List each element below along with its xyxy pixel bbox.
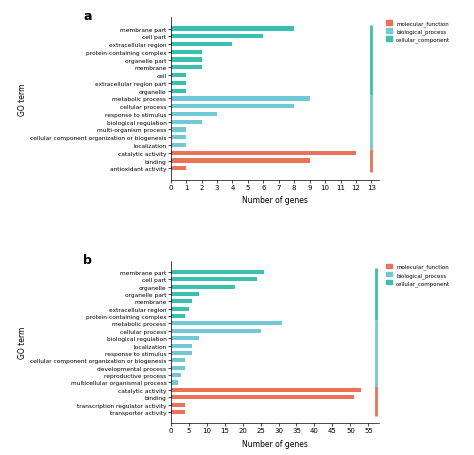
Bar xyxy=(171,403,185,407)
Bar xyxy=(171,359,185,363)
Bar xyxy=(171,120,201,125)
Bar xyxy=(171,314,185,318)
Bar xyxy=(171,144,186,148)
Bar xyxy=(171,307,189,311)
Bar xyxy=(171,74,186,78)
Bar xyxy=(171,285,236,289)
Legend: molecular_function, biological_process, cellular_component: molecular_function, biological_process, … xyxy=(386,21,450,43)
Bar xyxy=(171,35,264,39)
Y-axis label: GO term: GO term xyxy=(18,326,27,358)
Bar xyxy=(171,329,261,333)
Bar xyxy=(171,66,201,71)
Bar xyxy=(171,152,356,156)
Bar xyxy=(171,58,201,63)
Bar xyxy=(171,395,354,399)
Bar xyxy=(171,81,186,86)
Bar xyxy=(171,322,282,326)
Bar xyxy=(171,128,186,132)
Bar xyxy=(171,344,192,348)
Bar xyxy=(171,292,200,296)
Y-axis label: GO term: GO term xyxy=(18,83,27,115)
Bar xyxy=(171,270,264,274)
Bar xyxy=(171,278,257,282)
Bar xyxy=(171,105,294,109)
X-axis label: Number of genes: Number of genes xyxy=(242,439,308,448)
Bar xyxy=(171,51,201,55)
Bar xyxy=(171,136,186,140)
Bar xyxy=(171,97,310,101)
Bar xyxy=(171,388,361,392)
Bar xyxy=(171,27,294,31)
Bar xyxy=(171,300,192,303)
Bar xyxy=(171,336,200,340)
Bar xyxy=(171,112,217,117)
Bar xyxy=(171,167,186,171)
Bar xyxy=(171,373,182,377)
Bar xyxy=(171,43,232,47)
Text: b: b xyxy=(83,253,92,266)
Bar xyxy=(171,381,178,384)
Bar xyxy=(171,159,310,163)
Bar xyxy=(171,410,185,414)
Bar xyxy=(171,89,186,94)
Bar xyxy=(171,351,192,355)
X-axis label: Number of genes: Number of genes xyxy=(242,196,308,205)
Text: a: a xyxy=(83,10,91,23)
Legend: molecular_function, biological_process, cellular_component: molecular_function, biological_process, … xyxy=(386,264,450,286)
Bar xyxy=(171,366,185,370)
